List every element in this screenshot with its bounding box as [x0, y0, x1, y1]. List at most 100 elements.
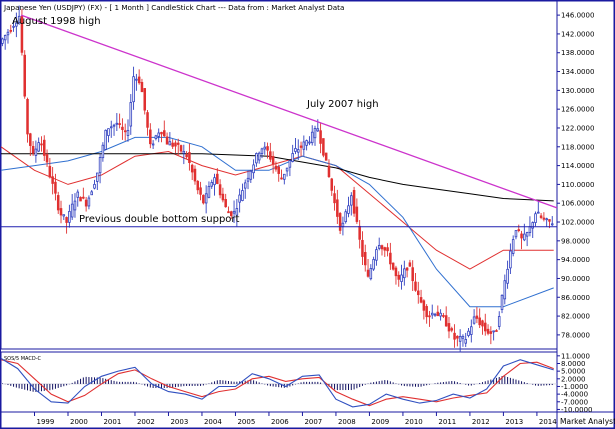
candle-body: [204, 193, 208, 204]
candle-body: [104, 129, 107, 150]
candle-body: [447, 323, 451, 332]
candle-body: [389, 252, 392, 265]
candle-body: [531, 222, 534, 229]
candle-body: [383, 247, 387, 251]
x-tick-label: 2010: [405, 418, 423, 426]
price-y-tick-label: 142.0000: [561, 30, 594, 38]
candle-body: [428, 315, 431, 318]
candle-body: [464, 339, 467, 344]
candle-body: [54, 181, 57, 194]
candle-body: [271, 156, 275, 165]
candle-body: [486, 328, 490, 334]
candle-body: [517, 229, 521, 232]
candle-body: [73, 200, 77, 211]
candle-body: [230, 211, 233, 217]
candle-body: [338, 213, 342, 231]
candle-body: [174, 142, 177, 147]
candle-body: [461, 335, 465, 339]
candle-body: [411, 267, 414, 282]
candle-body: [171, 142, 174, 147]
candle-body: [59, 208, 63, 216]
candle-body: [87, 197, 91, 207]
candle-body: [232, 210, 236, 214]
price-y-tick-label: 134.0000: [561, 68, 594, 76]
candle-body: [31, 145, 35, 154]
candle-body: [129, 102, 133, 127]
candle-body: [151, 143, 155, 146]
candle-body: [430, 312, 434, 316]
candle-body: [542, 217, 546, 220]
candle-body: [500, 294, 504, 310]
candle-body: [534, 213, 537, 223]
candle-body: [269, 151, 272, 160]
candle-body: [137, 76, 141, 84]
price-y-tick-label: 114.0000: [561, 162, 594, 170]
candle-body: [34, 148, 38, 156]
candle-body: [98, 157, 102, 174]
candle-body: [288, 160, 292, 168]
macd-y-tick-label: -4.0000: [561, 391, 588, 399]
candle-body: [118, 123, 121, 125]
price-y-tick-label: 126.0000: [561, 106, 594, 114]
candle-body: [333, 193, 336, 204]
candle-body: [472, 316, 476, 324]
candle-body: [218, 184, 222, 196]
candle-body: [179, 145, 183, 152]
x-tick-label: 2004: [204, 418, 222, 426]
candle-body: [23, 54, 26, 97]
price-y-tick-label: 82.0000: [561, 313, 590, 321]
candle-body: [84, 199, 88, 207]
candle-body: [397, 274, 401, 280]
x-tick-label: 2003: [170, 418, 188, 426]
candle-body: [545, 218, 548, 221]
candle-body: [266, 146, 269, 151]
candle-body: [17, 15, 21, 24]
moving-average-line-0: [0, 146, 554, 270]
resistance-trendline: [20, 14, 558, 209]
candle-body: [79, 196, 82, 202]
candle-body: [439, 312, 442, 317]
candle-body: [241, 190, 244, 201]
x-tick-label: 2001: [103, 418, 121, 426]
candle-body: [12, 25, 15, 28]
price-y-tick-label: 110.0000: [561, 181, 594, 189]
candle-body: [216, 173, 219, 184]
candle-body: [123, 130, 127, 133]
candle-body: [246, 177, 250, 182]
candle-body: [160, 131, 163, 135]
candle-body: [3, 35, 7, 41]
x-tick-label: 1999: [36, 418, 54, 426]
macd-y-tick-label: 8.0000: [561, 360, 586, 368]
candle-body: [456, 335, 459, 339]
price-y-tick-label: 130.0000: [561, 87, 594, 95]
candle-body: [453, 332, 456, 340]
candle-body: [484, 322, 487, 332]
candle-body: [188, 152, 191, 164]
price-y-tick-label: 102.0000: [561, 219, 594, 227]
candle-body: [408, 262, 412, 267]
annotation-august-1998-high: August 1998 high: [12, 16, 101, 27]
candle-body: [115, 122, 119, 125]
macd-series-line-0: [0, 359, 554, 407]
candle-body: [394, 267, 398, 277]
candle-body: [514, 230, 518, 238]
candle-body: [520, 233, 523, 239]
candle-body: [143, 88, 147, 111]
macd-series-line-1: [0, 357, 554, 408]
candle-body: [436, 311, 440, 317]
candle-body: [252, 164, 255, 174]
candle-body: [467, 330, 470, 336]
candle-body: [207, 185, 211, 198]
candle-body: [42, 139, 46, 156]
candle-body: [101, 144, 105, 159]
candle-body: [425, 306, 428, 318]
candle-body: [45, 154, 49, 163]
candle-body: [257, 152, 261, 161]
candle-body: [213, 177, 216, 186]
candle-body: [168, 141, 172, 146]
candle-body: [414, 281, 417, 291]
x-tick-label: 2000: [70, 418, 88, 426]
candle-body: [363, 252, 367, 266]
candle-body: [90, 191, 93, 196]
